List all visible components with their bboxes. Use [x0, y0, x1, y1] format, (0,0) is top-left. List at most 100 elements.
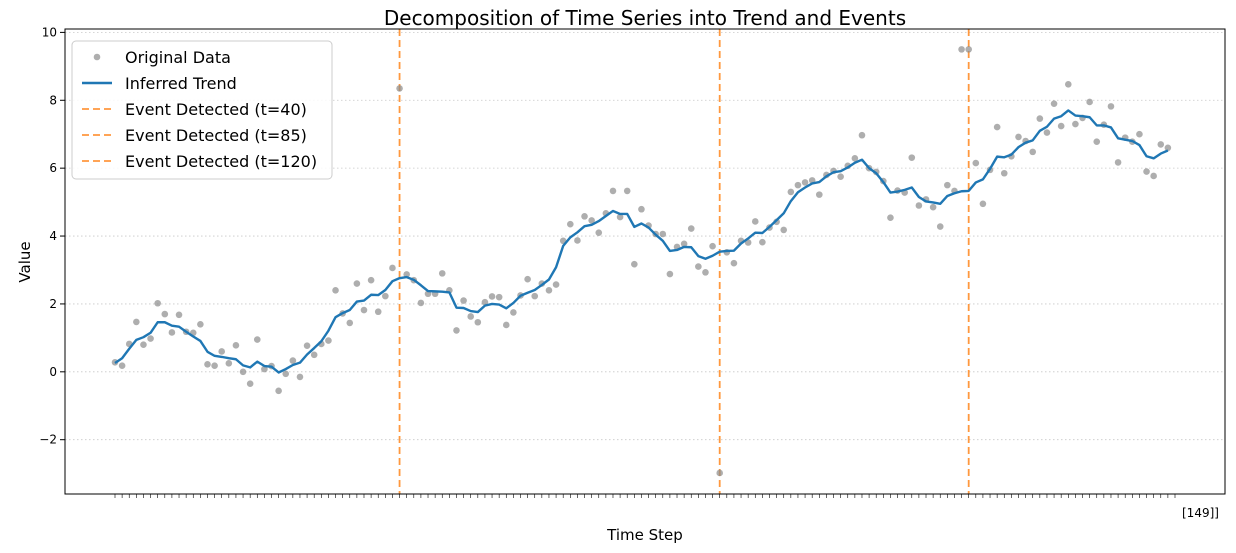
data-point	[488, 293, 496, 300]
y-tick-label: 0	[49, 365, 57, 379]
data-point	[453, 327, 460, 334]
data-point	[389, 264, 396, 272]
data-point	[908, 154, 916, 161]
data-point	[510, 309, 517, 316]
event-lines	[398, 29, 970, 494]
data-point	[467, 313, 475, 320]
data-point	[545, 287, 553, 294]
data-point	[218, 348, 226, 355]
data-point	[161, 310, 169, 318]
data-point	[360, 306, 368, 314]
data-point	[695, 263, 702, 270]
trend-line-group	[114, 109, 1169, 374]
data-point	[460, 297, 467, 304]
data-point	[168, 329, 176, 336]
data-point	[716, 469, 723, 477]
data-point	[1057, 122, 1065, 130]
legend-label: Inferred Trend	[125, 74, 237, 93]
data-point	[261, 365, 268, 373]
data-point	[659, 230, 667, 238]
data-point	[1136, 130, 1143, 138]
data-point	[1150, 172, 1157, 180]
data-point	[211, 362, 218, 370]
data-point	[232, 342, 240, 349]
data-point	[638, 205, 645, 213]
data-point	[303, 342, 311, 349]
data-point	[979, 200, 987, 208]
data-point	[239, 368, 247, 376]
data-point	[780, 226, 788, 234]
data-point	[1043, 129, 1051, 136]
data-point	[1050, 100, 1058, 107]
data-point	[915, 202, 923, 209]
data-point	[595, 229, 603, 236]
data-point	[1064, 81, 1072, 88]
data-point	[567, 220, 574, 228]
y-tick-label: 6	[49, 161, 57, 175]
data-point	[325, 337, 332, 344]
data-point	[225, 360, 233, 367]
data-point	[680, 240, 688, 248]
data-point	[502, 321, 510, 329]
data-point	[1036, 115, 1044, 122]
data-point	[367, 276, 375, 284]
data-point	[609, 187, 617, 195]
data-point	[552, 281, 560, 288]
data-point	[794, 181, 802, 189]
data-point	[944, 181, 951, 189]
data-point	[346, 319, 354, 327]
data-point	[118, 362, 126, 370]
data-point	[396, 85, 403, 92]
data-point	[275, 387, 282, 395]
data-point	[282, 370, 290, 378]
data-point	[801, 179, 809, 186]
data-point	[1086, 98, 1093, 106]
data-point	[1143, 168, 1150, 175]
data-point	[1072, 120, 1079, 128]
data-point	[332, 287, 339, 294]
data-point	[581, 213, 588, 220]
data-point	[246, 380, 254, 387]
data-point	[851, 155, 859, 162]
y-tick-label: −2	[39, 433, 57, 447]
data-point	[289, 357, 297, 364]
data-point	[524, 275, 531, 283]
data-point	[1164, 144, 1172, 152]
data-point	[616, 213, 624, 221]
data-point	[531, 292, 539, 300]
data-point	[1114, 159, 1122, 166]
data-point	[353, 280, 361, 287]
data-point	[993, 123, 1001, 131]
data-point	[474, 318, 482, 326]
data-point	[481, 298, 489, 306]
data-point	[887, 214, 894, 222]
grid-lines	[65, 31, 1225, 441]
data-point	[175, 311, 183, 319]
y-axis-ticks: −2 0 2 4 6 8 10	[39, 25, 65, 447]
data-point	[1107, 103, 1115, 110]
data-point	[709, 242, 716, 250]
data-point	[154, 299, 161, 307]
legend-label: Original Data	[125, 48, 231, 67]
data-point	[858, 131, 866, 139]
data-point	[1157, 141, 1165, 148]
data-point	[958, 46, 965, 53]
trend-line	[114, 109, 1169, 374]
x-tick-label-end: [149]]	[1182, 506, 1219, 520]
x-axis-title: Time Step	[606, 526, 683, 544]
data-point	[687, 225, 695, 232]
data-point	[588, 217, 595, 224]
data-point	[751, 218, 759, 225]
data-point	[147, 335, 154, 342]
y-tick-label: 4	[49, 229, 57, 243]
data-point	[815, 191, 823, 198]
data-point	[666, 270, 674, 278]
data-point	[253, 336, 261, 343]
data-point	[631, 260, 638, 268]
data-point	[204, 361, 211, 368]
data-point	[759, 238, 766, 246]
legend-label: Event Detected (t=120)	[125, 152, 317, 171]
data-point	[403, 271, 410, 278]
y-axis-title: Value	[16, 241, 34, 282]
